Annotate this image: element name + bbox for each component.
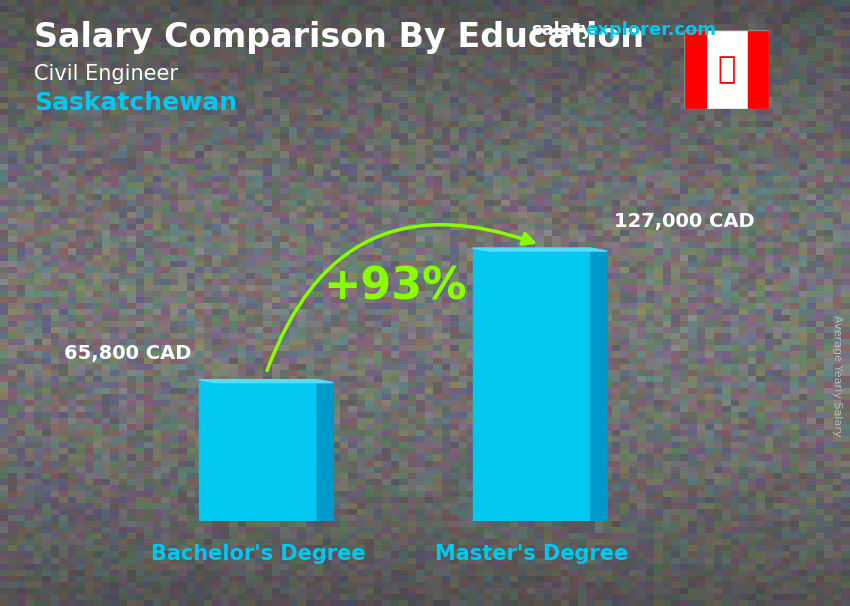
Polygon shape [591,248,607,521]
Text: Saskatchewan: Saskatchewan [34,91,237,115]
Text: Master's Degree: Master's Degree [435,544,628,565]
Text: Average Yearly Salary: Average Yearly Salary [832,315,842,436]
Polygon shape [199,380,333,382]
Text: explorer.com: explorer.com [585,21,716,39]
Text: Bachelor's Degree: Bachelor's Degree [150,544,366,565]
Bar [684,30,705,109]
Polygon shape [473,248,607,251]
Text: Salary Comparison By Education: Salary Comparison By Education [34,21,644,54]
Text: Civil Engineer: Civil Engineer [34,64,178,84]
Polygon shape [199,380,317,521]
Polygon shape [473,248,591,521]
Bar [748,30,769,109]
Text: 🍁: 🍁 [717,55,736,84]
Text: +93%: +93% [323,265,467,308]
Text: 65,800 CAD: 65,800 CAD [64,344,191,363]
Text: 127,000 CAD: 127,000 CAD [615,213,755,231]
Polygon shape [317,380,333,521]
Text: salary: salary [531,21,592,39]
